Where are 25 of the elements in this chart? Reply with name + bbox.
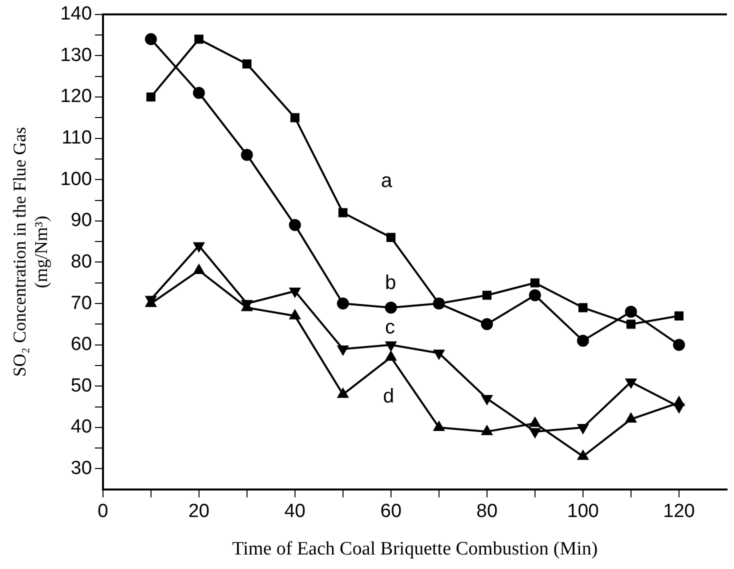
series-label: b — [384, 272, 396, 294]
y-tick-label: 50 — [70, 375, 92, 396]
x-tick-label: 20 — [188, 501, 210, 522]
series-label: d — [382, 386, 394, 408]
y-tick-label: 90 — [70, 210, 92, 232]
x-tick-label: 80 — [476, 501, 498, 522]
x-tick-label: 100 — [567, 501, 599, 522]
y-tick-label: 100 — [60, 168, 92, 190]
x-tick-label: 0 — [98, 501, 108, 522]
series-label: c — [384, 316, 395, 338]
y-tick-label: 140 — [60, 4, 92, 25]
y-tick-label: 30 — [70, 458, 92, 479]
y-tick-label: 120 — [60, 86, 92, 108]
y-tick-label: 110 — [62, 128, 92, 149]
series-label: a — [380, 170, 393, 192]
x-tick-label: 60 — [380, 501, 402, 522]
y-tick-label: 40 — [70, 416, 92, 438]
y-axis-title: SO₂ Concentration in the Flue Gas (mg/Nm³) — [10, 127, 52, 377]
x-axis-title: Time of Each Coal Briquette Combustion (Min) — [232, 538, 598, 560]
y-tick-label: 130 — [60, 44, 92, 66]
x-tick-label: 40 — [284, 501, 306, 522]
x-tick-label: 120 — [663, 501, 695, 522]
y-tick-label: 60 — [70, 334, 92, 356]
y-tick-label: 80 — [70, 251, 92, 272]
y-tick-label: 70 — [70, 292, 92, 314]
